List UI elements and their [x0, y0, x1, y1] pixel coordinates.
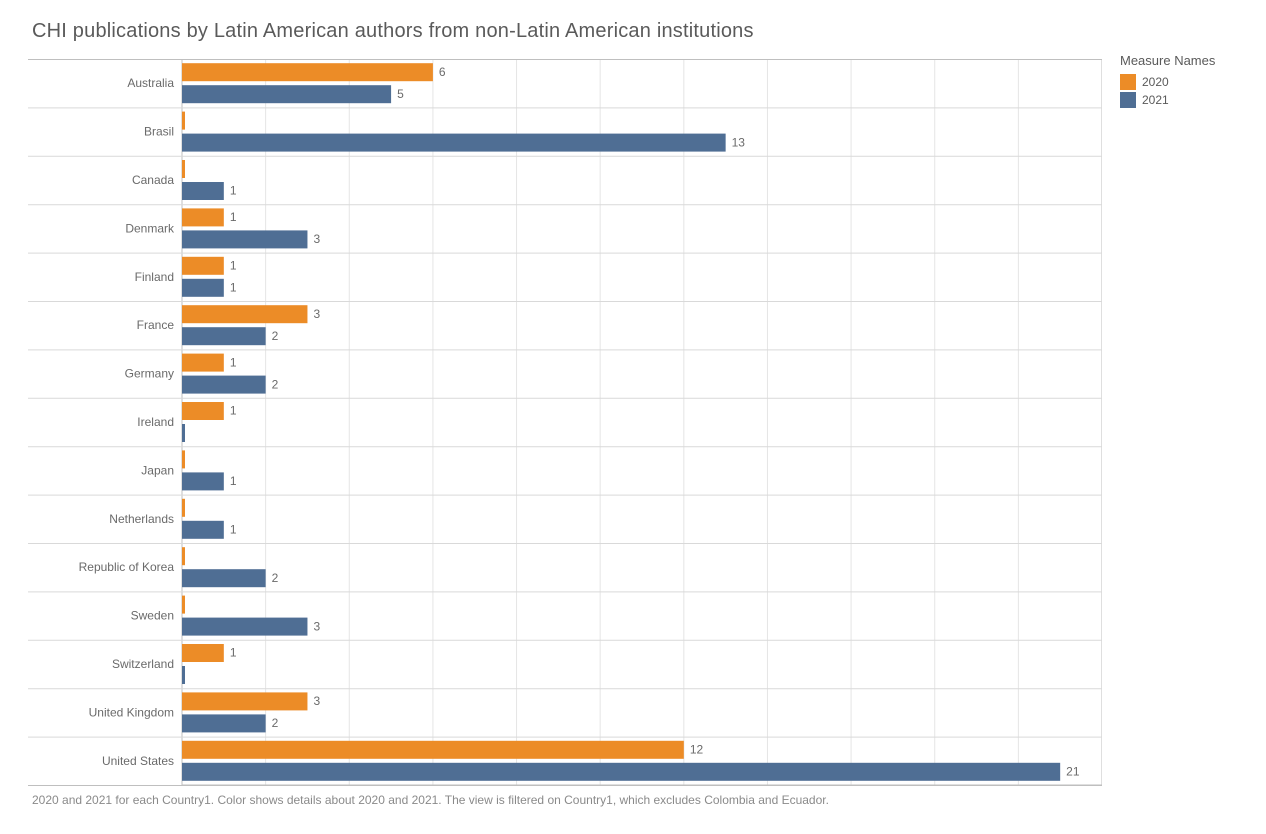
bar-value-label: 5 [397, 87, 404, 101]
category-label: Republic of Korea [79, 560, 175, 574]
bar-value-label: 2 [272, 571, 279, 585]
bar-value-label: 3 [313, 619, 320, 633]
bar-value-label: 3 [313, 232, 320, 246]
bar-value-label: 1 [230, 184, 237, 198]
category-label: Japan [141, 463, 174, 477]
bar-y2020[interactable] [182, 402, 224, 420]
category-label: Ireland [137, 415, 174, 429]
bar-value-label: 1 [230, 404, 237, 418]
bar-y2020[interactable] [182, 741, 684, 759]
bar-value-label: 1 [230, 646, 237, 660]
bar-value-label: 1 [230, 258, 237, 272]
bar-y2021[interactable] [182, 521, 224, 539]
category-label: Switzerland [112, 657, 174, 671]
legend-items: 2020 2021 [1120, 74, 1215, 108]
category-label: United Kingdom [89, 705, 174, 719]
bar-value-label: 3 [313, 694, 320, 708]
legend-swatch [1120, 92, 1136, 108]
legend-label: 2021 [1142, 93, 1169, 107]
bar-y2021-zero[interactable] [182, 424, 185, 442]
legend-item-y2020[interactable]: 2020 [1120, 74, 1215, 90]
legend: Measure Names 2020 2021 [1120, 53, 1215, 110]
bar-y2020[interactable] [182, 692, 307, 710]
bar-y2021[interactable] [182, 327, 266, 345]
category-label: Canada [132, 173, 174, 187]
category-label: Finland [135, 270, 174, 284]
bar-value-label: 1 [230, 280, 237, 294]
bar-y2021[interactable] [182, 376, 266, 394]
category-label: Sweden [131, 609, 174, 623]
legend-item-y2021[interactable]: 2021 [1120, 92, 1215, 108]
bar-y2021[interactable] [182, 182, 224, 200]
bar-y2020-zero[interactable] [182, 160, 185, 178]
plot-background [182, 59, 1102, 785]
bar-y2020-zero[interactable] [182, 547, 185, 565]
bar-value-label: 1 [230, 474, 237, 488]
bar-value-label: 2 [272, 377, 279, 391]
chart-container: CHI publications by Latin American autho… [0, 0, 1266, 834]
bar-value-label: 2 [272, 716, 279, 730]
bar-y2020-zero[interactable] [182, 112, 185, 130]
bar-value-label: 12 [690, 742, 704, 756]
bar-value-label: 1 [230, 210, 237, 224]
bar-y2021[interactable] [182, 85, 391, 103]
legend-label: 2020 [1142, 75, 1169, 89]
chart-body: 65Australia13Brasil1Canada13Denmark11Fin… [28, 59, 1238, 787]
bar-y2020-zero[interactable] [182, 499, 185, 517]
bar-value-label: 1 [230, 355, 237, 369]
bar-y2021[interactable] [182, 472, 224, 490]
chart-caption: 2020 and 2021 for each Country1. Color s… [32, 793, 1238, 807]
bar-value-label: 21 [1066, 764, 1080, 778]
bar-value-label: 1 [230, 522, 237, 536]
bar-y2021-zero[interactable] [182, 666, 185, 684]
category-label: Germany [125, 367, 174, 381]
bar-y2021[interactable] [182, 714, 266, 732]
bar-chart-svg: 65Australia13Brasil1Canada13Denmark11Fin… [28, 59, 1102, 787]
legend-swatch [1120, 74, 1136, 90]
bar-value-label: 13 [732, 135, 746, 149]
category-label: Netherlands [109, 512, 174, 526]
bar-y2020[interactable] [182, 305, 307, 323]
bar-y2020-zero[interactable] [182, 450, 185, 468]
bar-value-label: 6 [439, 65, 446, 79]
bar-y2021[interactable] [182, 230, 307, 248]
bar-y2020[interactable] [182, 644, 224, 662]
chart-title: CHI publications by Latin American autho… [32, 20, 1238, 43]
category-label: Denmark [125, 221, 175, 235]
bar-y2020[interactable] [182, 63, 433, 81]
bar-y2020[interactable] [182, 354, 224, 372]
plot-area: 65Australia13Brasil1Canada13Denmark11Fin… [28, 59, 1102, 787]
bar-y2020[interactable] [182, 208, 224, 226]
bar-y2021[interactable] [182, 134, 726, 152]
category-label: Brasil [144, 125, 174, 139]
bar-y2020[interactable] [182, 257, 224, 275]
category-label: Australia [127, 76, 174, 90]
bar-y2021[interactable] [182, 279, 224, 297]
legend-title: Measure Names [1120, 53, 1215, 68]
category-label: United States [102, 754, 174, 768]
bar-y2021[interactable] [182, 763, 1060, 781]
bar-y2021[interactable] [182, 618, 307, 636]
bar-y2020-zero[interactable] [182, 596, 185, 614]
category-label: France [137, 318, 175, 332]
bar-y2021[interactable] [182, 569, 266, 587]
bar-value-label: 3 [313, 307, 320, 321]
bar-value-label: 2 [272, 329, 279, 343]
